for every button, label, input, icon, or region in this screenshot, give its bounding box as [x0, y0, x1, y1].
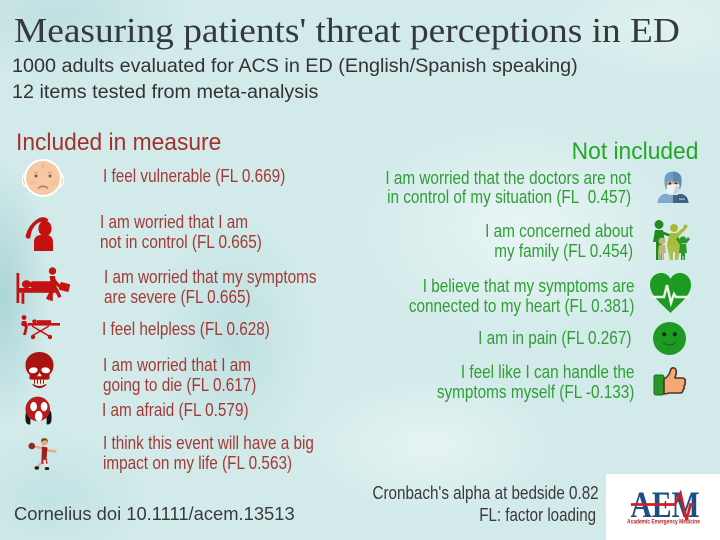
- svg-text:Academic Emergency Medicine: Academic Emergency Medicine: [627, 519, 700, 526]
